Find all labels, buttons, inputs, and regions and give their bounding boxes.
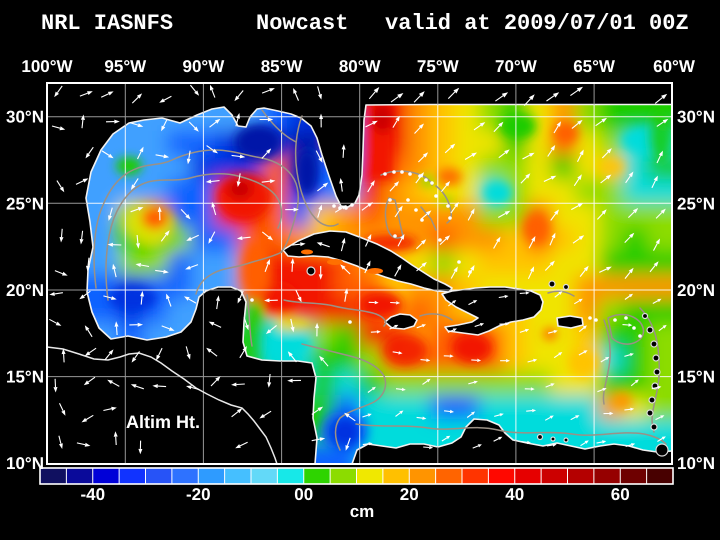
svg-text:75°W: 75°W	[417, 57, 460, 76]
svg-text:80°W: 80°W	[339, 57, 382, 76]
svg-text:00: 00	[294, 485, 313, 504]
svg-text:20°N: 20°N	[677, 281, 715, 300]
svg-text:-40: -40	[80, 485, 105, 504]
svg-text:60: 60	[611, 485, 630, 504]
svg-text:cm: cm	[350, 502, 375, 521]
svg-text:60°W: 60°W	[653, 57, 696, 76]
svg-text:95°W: 95°W	[104, 57, 147, 76]
svg-text:40: 40	[505, 485, 524, 504]
svg-text:valid at 2009/07/01 00Z: valid at 2009/07/01 00Z	[385, 11, 689, 36]
svg-text:30°N: 30°N	[6, 108, 44, 127]
svg-text:15°N: 15°N	[677, 368, 715, 387]
svg-text:65°W: 65°W	[573, 57, 616, 76]
svg-text:NRL IASNFS: NRL IASNFS	[41, 11, 173, 36]
svg-text:Altim Ht.: Altim Ht.	[126, 412, 200, 432]
svg-text:-20: -20	[186, 485, 211, 504]
svg-text:10°N: 10°N	[677, 454, 715, 473]
svg-text:20: 20	[400, 485, 419, 504]
svg-text:30°N: 30°N	[677, 108, 715, 127]
svg-text:25°N: 25°N	[6, 194, 44, 213]
svg-text:20°N: 20°N	[6, 281, 44, 300]
svg-text:100°W: 100°W	[21, 57, 73, 76]
svg-text:70°W: 70°W	[495, 57, 538, 76]
svg-text:90°W: 90°W	[183, 57, 226, 76]
svg-text:25°N: 25°N	[677, 194, 715, 213]
svg-text:10°N: 10°N	[6, 454, 44, 473]
svg-text:15°N: 15°N	[6, 368, 44, 387]
svg-text:85°W: 85°W	[261, 57, 304, 76]
svg-text:Nowcast: Nowcast	[256, 11, 348, 36]
